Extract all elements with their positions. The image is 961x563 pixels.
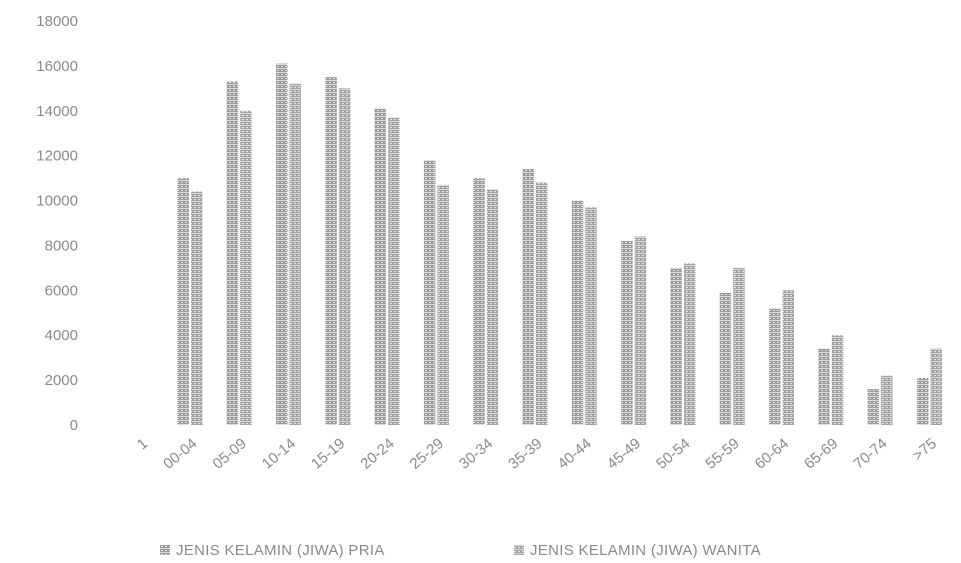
- y-tick-label: 6000: [45, 282, 78, 299]
- bar-pria-65-69: [818, 348, 830, 425]
- x-tick-label: 15-19: [308, 435, 348, 473]
- x-tick-label: >75: [909, 435, 939, 464]
- legend-label-pria: JENIS KELAMIN (JIWA) PRIA: [176, 542, 385, 559]
- bar-wanita-35-39: [536, 182, 548, 425]
- legend-swatch-pria: [160, 545, 170, 555]
- y-tick-label: 18000: [36, 13, 78, 30]
- bar-wanita-25-29: [437, 184, 449, 425]
- x-tick-label: 30-34: [456, 435, 496, 473]
- bar-pria-00-04: [177, 178, 189, 425]
- bar-pria-25-29: [423, 160, 436, 425]
- legend: JENIS KELAMIN (JIWA) PRIA JENIS KELAMIN (…: [160, 542, 761, 559]
- bar-wanita-00-04: [190, 191, 203, 425]
- bar-wanita-45-49: [634, 236, 647, 425]
- y-tick-label: 2000: [45, 372, 78, 389]
- bar-pria-15-19: [325, 77, 337, 425]
- bar-wanita-60-64: [782, 290, 794, 425]
- bar-pria->75: [916, 377, 929, 425]
- bar-wanita-55-59: [733, 267, 745, 425]
- bar-pria-30-34: [473, 178, 485, 425]
- y-tick-label: 16000: [36, 58, 78, 75]
- bar-wanita-15-19: [338, 88, 351, 426]
- bar-pria-60-64: [769, 308, 781, 425]
- x-tick-label: 55-59: [702, 435, 742, 473]
- x-tick-label: 20-24: [357, 435, 397, 473]
- bar-wanita-30-34: [486, 189, 499, 425]
- bar-wanita-65-69: [831, 335, 844, 425]
- bar-pria-40-44: [571, 200, 584, 425]
- x-axis-tick-labels: 1 00-04 05-09 10-14 15-19 20-24 25-29 30-34 35-3…: [134, 435, 940, 473]
- y-axis-tick-labels: 0 2000 4000 6000 8000 10000 12000 14000 16000 180…: [36, 13, 78, 434]
- y-tick-label: 12000: [36, 148, 78, 165]
- x-tick-label: 10-14: [259, 435, 299, 473]
- bar-pria-50-54: [670, 267, 682, 425]
- x-tick-label: 50-54: [653, 435, 693, 473]
- x-tick-label: 40-44: [555, 435, 595, 473]
- x-tick-label: 25-29: [407, 435, 447, 473]
- x-tick-label: 1: [134, 435, 151, 453]
- bar-pria-55-59: [719, 292, 732, 425]
- x-tick-label: 35-39: [505, 435, 545, 473]
- bar-wanita-70-74: [881, 375, 893, 425]
- legend-swatch-wanita: [514, 545, 524, 555]
- bar-wanita->75: [930, 348, 942, 425]
- x-tick-label: 05-09: [209, 435, 249, 473]
- x-tick-label: 00-04: [160, 435, 200, 473]
- bar-wanita-50-54: [683, 263, 696, 425]
- y-tick-label: 10000: [36, 193, 78, 210]
- bar-pria-10-14: [276, 63, 288, 425]
- bar-wanita-10-14: [289, 83, 301, 426]
- bar-pria-20-24: [374, 108, 387, 425]
- bar-wanita-40-44: [585, 207, 597, 425]
- bar-wanita-05-09: [240, 110, 252, 426]
- bar-wanita-20-24: [388, 117, 400, 425]
- x-tick-label: 65-69: [801, 435, 841, 473]
- legend-label-wanita: JENIS KELAMIN (JIWA) WANITA: [530, 542, 761, 559]
- bars: [177, 63, 942, 426]
- x-tick-label: 60-64: [752, 435, 792, 473]
- bar-pria-45-49: [621, 241, 633, 425]
- y-tick-label: 4000: [45, 327, 78, 344]
- x-tick-label: 70-74: [850, 435, 890, 473]
- y-tick-label: 8000: [45, 237, 78, 254]
- bar-pria-35-39: [522, 169, 534, 425]
- bar-pria-05-09: [226, 81, 239, 425]
- x-tick-label: 45-49: [604, 435, 644, 473]
- y-tick-label: 0: [70, 417, 78, 434]
- bar-pria-70-74: [867, 389, 880, 425]
- y-tick-label: 14000: [36, 103, 78, 120]
